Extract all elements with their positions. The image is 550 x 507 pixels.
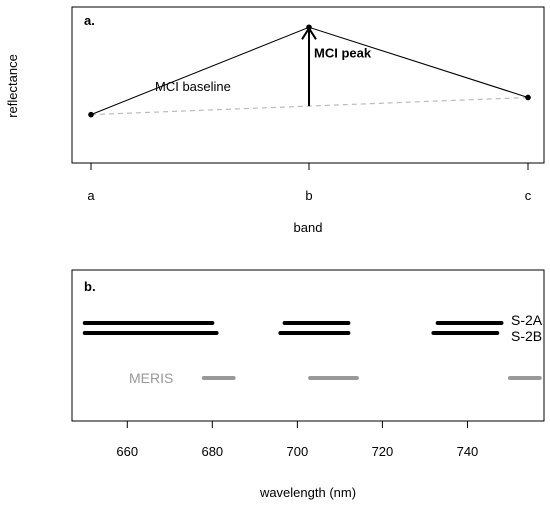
data-point-b <box>306 24 312 31</box>
panel-a-marks: MCI peak MCI baseline a b c <box>87 24 532 203</box>
data-point-c <box>525 94 531 101</box>
data-point-a <box>88 111 94 118</box>
x-tick-label-740: 740 <box>457 444 479 459</box>
panel-a-frame <box>71 6 545 164</box>
x-tick-label-660: 660 <box>116 444 138 459</box>
mci-baseline-label: MCI baseline <box>155 79 231 94</box>
panel-b: b. wavelength (nm) 660 680 700 720 740 S-2AS-… <box>71 269 545 500</box>
x-tick-label-a: a <box>87 188 95 203</box>
x-tick-label-680: 680 <box>201 444 223 459</box>
series-label-meris: MERIS <box>129 370 173 386</box>
panel-b-frame <box>71 269 545 422</box>
x-tick-label-720: 720 <box>372 444 394 459</box>
panel-b-marks: 660 680 700 720 740 S-2AS-2B MERIS <box>82 312 543 459</box>
x-tick-label-700: 700 <box>287 444 309 459</box>
panel-a-label: a. <box>84 13 95 28</box>
y-axis-title: reflectance <box>5 54 20 118</box>
x-tick-label-c: c <box>525 188 532 203</box>
x-tick-label-b: b <box>305 188 312 203</box>
panel-a: a. reflectance band MCI peak MCI baseline… <box>5 6 545 235</box>
x-axis-title-band: band <box>294 220 323 235</box>
mci-peak-label: MCI peak <box>314 45 372 60</box>
panel-b-label: b. <box>84 279 96 294</box>
series-label-s-2a: S-2A <box>511 312 543 328</box>
x-axis-title-wavelength: wavelength (nm) <box>259 485 356 500</box>
series-label-s-2b: S-2B <box>511 328 542 344</box>
